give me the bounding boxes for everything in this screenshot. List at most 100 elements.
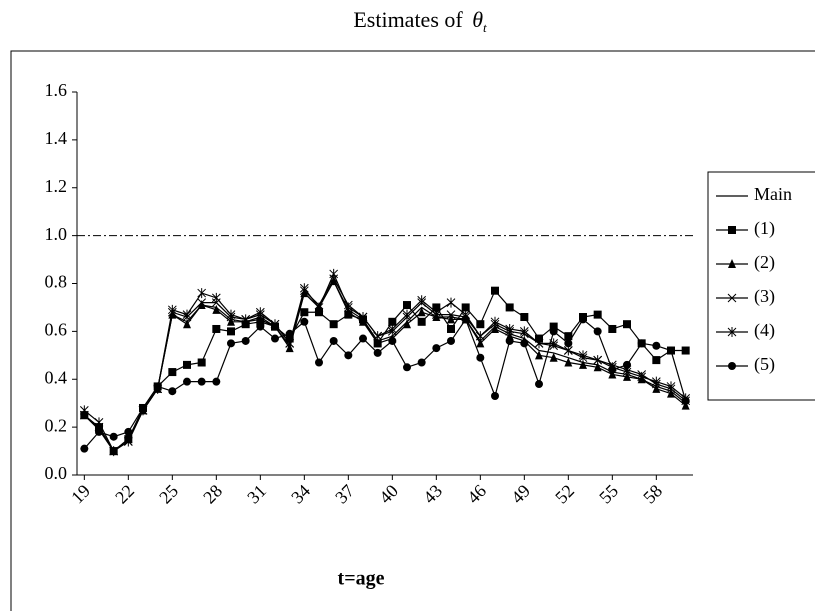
marker-star [329, 268, 339, 279]
marker-circle [139, 403, 147, 412]
marker-circle [417, 358, 426, 367]
x-tick-label: 49 [507, 481, 534, 508]
marker-star [593, 355, 603, 366]
marker-star [79, 405, 89, 416]
x-tick-label: 58 [639, 481, 666, 508]
marker-star [387, 323, 397, 334]
marker-circle [505, 336, 514, 345]
marker-circle [637, 339, 646, 348]
legend-label: (3) [754, 286, 775, 307]
marker-circle [285, 329, 294, 338]
marker-triangle [403, 319, 411, 329]
legend-label: (2) [754, 252, 775, 273]
marker-circle [652, 341, 661, 350]
marker-square [300, 308, 309, 317]
marker-circle [300, 317, 309, 326]
x-tick-label: 22 [111, 481, 138, 508]
marker-star [270, 319, 280, 330]
marker-circle [227, 339, 235, 348]
marker-triangle [549, 352, 558, 362]
y-tick-label: 0.4 [45, 367, 68, 387]
marker-triangle [579, 359, 587, 369]
marker-star [637, 371, 647, 382]
x-axis-label: t=age [338, 568, 385, 590]
marker-square [403, 301, 411, 310]
marker-star [182, 309, 192, 320]
marker-circle [520, 339, 529, 348]
x-tick-label: 37 [331, 481, 358, 508]
legend-label: (4) [754, 320, 775, 341]
legend-label: (5) [754, 354, 775, 375]
series-line [83, 279, 687, 452]
marker-triangle [447, 314, 455, 324]
marker-star [651, 376, 661, 387]
marker-square [652, 356, 661, 365]
marker-star [417, 295, 427, 306]
marker-circle [447, 336, 455, 345]
x-tick-label: 55 [595, 481, 622, 508]
title-text: Estimates of [353, 7, 463, 32]
marker-square [564, 332, 573, 341]
marker-circle [329, 336, 338, 345]
marker-circle [80, 444, 89, 453]
marker-circle [608, 365, 617, 374]
marker-star [490, 316, 500, 327]
marker-square [212, 324, 221, 333]
marker-square [491, 286, 499, 295]
marker-square [549, 322, 558, 331]
marker-square [623, 320, 631, 329]
x-tick-label: 40 [375, 481, 402, 508]
y-tick-label: 0.6 [45, 320, 68, 340]
marker-x [446, 310, 456, 319]
marker-star [431, 307, 441, 318]
marker-star [475, 331, 485, 342]
marker-star [578, 350, 588, 361]
marker-circle [109, 432, 118, 441]
marker-star [167, 304, 177, 315]
title-symbol: θ [472, 7, 483, 32]
marker-circle [579, 315, 587, 324]
marker-star [402, 309, 412, 320]
marker-circle [153, 382, 162, 391]
marker-triangle [681, 400, 690, 410]
marker-circle [549, 327, 558, 336]
marker-circle [461, 315, 470, 324]
marker-star [505, 323, 515, 334]
marker-circle [197, 377, 206, 386]
marker-star [123, 436, 133, 447]
marker-triangle [593, 362, 602, 372]
marker-star [241, 314, 251, 325]
marker-square [183, 360, 191, 369]
marker-circle [168, 387, 177, 396]
marker-circle [593, 327, 602, 336]
marker-circle [241, 336, 250, 345]
marker-star [299, 283, 309, 294]
marker-square [447, 324, 455, 333]
marker-square [461, 303, 470, 312]
series-line [83, 272, 687, 452]
legend-marker [727, 327, 737, 337]
marker-square [417, 317, 426, 326]
marker-circle [564, 339, 573, 348]
series-line [83, 279, 687, 452]
marker-star [666, 381, 676, 392]
marker-circle [491, 392, 499, 401]
marker-star [446, 297, 456, 308]
y-tick-label: 0.2 [45, 415, 68, 435]
marker-star [519, 326, 529, 337]
legend-label: Main [754, 184, 792, 204]
y-tick-label: 0.0 [45, 463, 68, 483]
marker-circle [476, 353, 485, 362]
marker-circle [388, 336, 397, 345]
marker-square [476, 320, 485, 329]
marker-circle [432, 344, 441, 353]
marker-star [255, 307, 265, 318]
marker-circle [667, 346, 675, 355]
marker-triangle [256, 314, 265, 324]
marker-circle [271, 334, 279, 343]
marker-circle [623, 360, 631, 369]
marker-triangle [417, 307, 426, 317]
marker-circle [403, 363, 411, 372]
marker-square [520, 313, 529, 322]
